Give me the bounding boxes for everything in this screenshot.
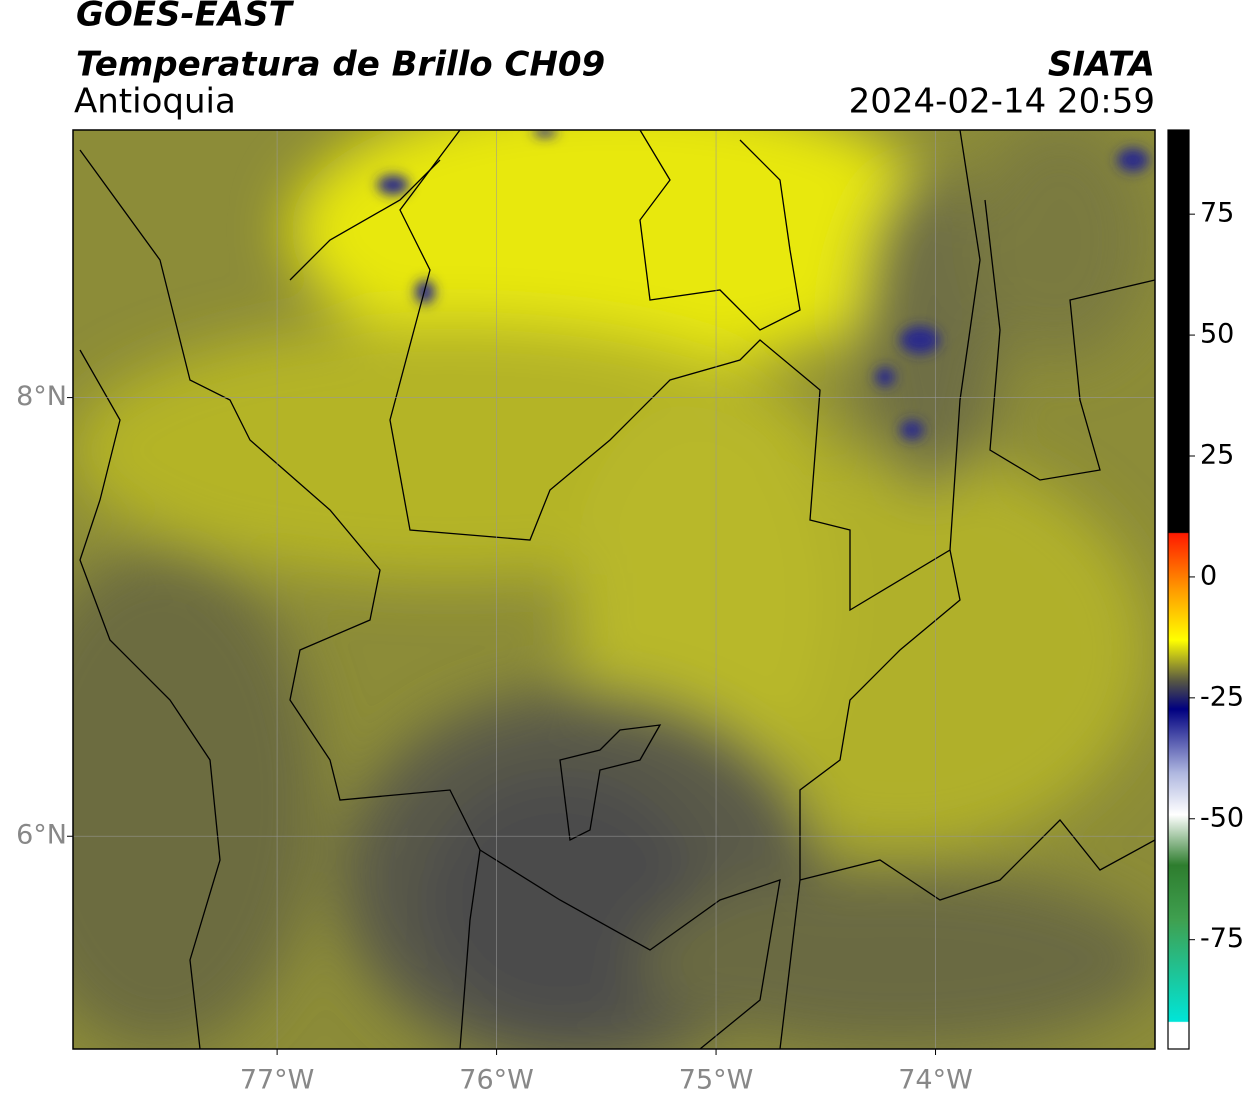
title: GOES-EAST [76,0,295,35]
colorbar-tick-label: -75 [1200,923,1244,954]
colorbar-tick-label: 50 [1200,319,1234,350]
x-tick-label: 77°W [240,1065,315,1096]
source: SIATA [1048,45,1155,85]
colorbar-tick-label: -25 [1200,681,1244,712]
colorbar-tick-label: 0 [1200,560,1217,591]
colorbar-tick-label: -50 [1200,802,1244,833]
region: Antioquia [74,82,236,122]
colorbar-tick-label: 75 [1200,198,1234,229]
graticule [73,130,1155,1049]
y-tick-label: 8°N [16,381,67,412]
x-tick-label: 76°W [459,1065,534,1096]
colorbar [1167,129,1190,1050]
timestamp: 2024-02-14 20:59 [849,82,1155,122]
colorbar-tick-label: 25 [1200,440,1234,471]
map-frame [72,129,1156,1050]
ticks: 77°W 76°W 75°W 74°W 8°N 6°N 75 50 25 0 -25 -50 -75 [16,198,1244,1096]
x-tick-label: 75°W [679,1065,754,1096]
subtitle: Temperatura de Brillo CH09 [76,45,605,85]
x-tick-label: 74°W [898,1065,973,1096]
brightness-field [73,130,1155,1049]
y-tick-label: 6°N [16,820,67,851]
